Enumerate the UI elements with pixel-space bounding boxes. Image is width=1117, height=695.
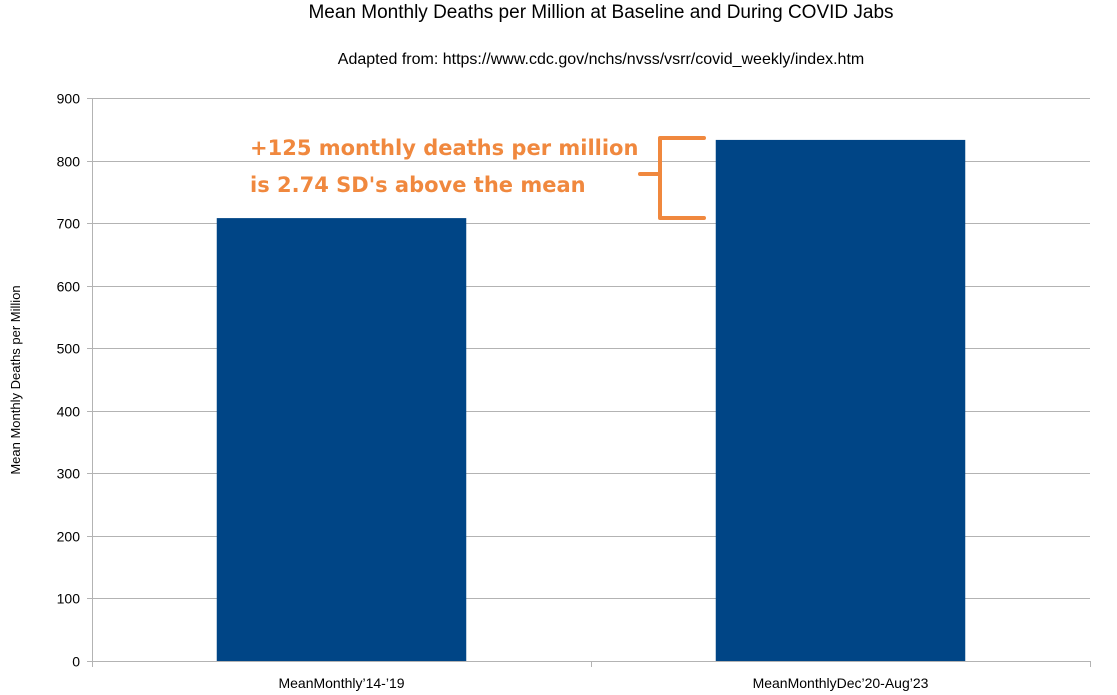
x-tick-labels: MeanMonthly’14-’19 MeanMonthlyDec’20-Aug’… — [278, 675, 928, 691]
y-tick-label: 100 — [57, 591, 81, 607]
y-tick-labels: 0 100 200 300 400 500 600 700 800 900 — [57, 91, 81, 670]
annotation-line-2: is 2.74 SD's above the mean — [250, 173, 586, 197]
chart-title: Mean Monthly Deaths per Million at Basel… — [308, 2, 893, 23]
y-tick-label: 200 — [57, 529, 81, 545]
y-tick-label: 400 — [57, 404, 81, 420]
y-axis-title: Mean Monthly Deaths per Million — [8, 285, 23, 474]
y-tick-label: 500 — [57, 341, 81, 357]
y-tick-label: 900 — [57, 91, 81, 107]
y-tick-label: 800 — [57, 154, 81, 170]
difference-bracket — [638, 136, 706, 220]
bars — [216, 139, 966, 661]
y-tick-label: 600 — [57, 279, 81, 295]
annotation-line-1: +125 monthly deaths per million — [250, 136, 638, 160]
y-tick-label: 0 — [72, 654, 80, 670]
bar-1 — [715, 139, 966, 661]
annotation: +125 monthly deaths per million is 2.74 … — [250, 136, 706, 220]
chart-subtitle: Adapted from: https://www.cdc.gov/nchs/n… — [338, 51, 864, 68]
y-tick-label: 300 — [57, 466, 81, 482]
bar-0 — [216, 218, 467, 661]
x-tick-label: MeanMonthly’14-’19 — [278, 675, 404, 691]
y-tick-label: 700 — [57, 216, 81, 232]
axes — [92, 98, 1091, 667]
x-tick-label: MeanMonthlyDec’20-Aug’23 — [753, 675, 929, 691]
